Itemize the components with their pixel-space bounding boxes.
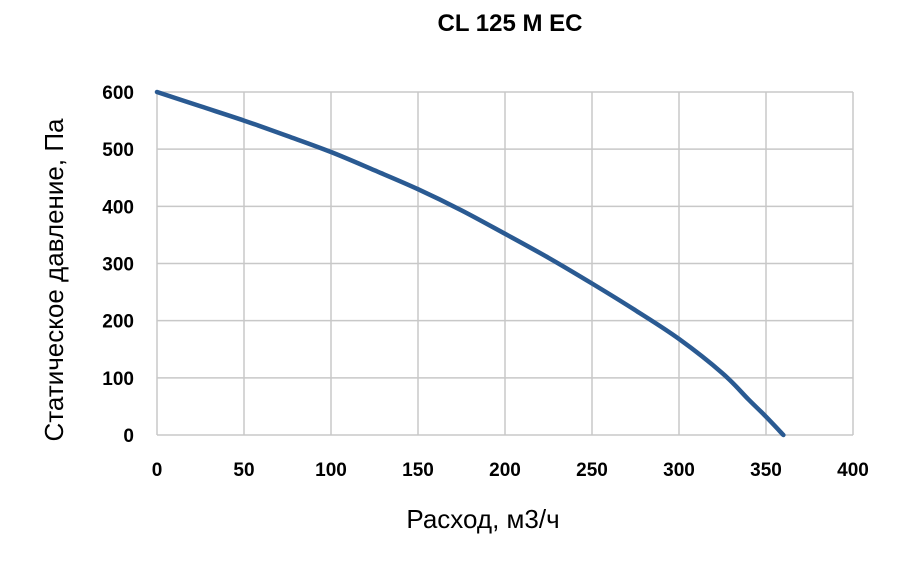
x-axis-title: Расход, м3/ч <box>406 504 559 534</box>
y-tick-label: 0 <box>123 426 134 447</box>
y-tick-label: 200 <box>102 312 134 333</box>
x-tick-label: 100 <box>315 460 347 481</box>
y-tick-label: 400 <box>102 197 134 218</box>
series-line <box>154 89 786 438</box>
x-tick-label: 350 <box>750 460 782 481</box>
y-tick-label: 300 <box>102 255 134 276</box>
x-tick-labels: 0 50 100 150 200 250 300 350 400 <box>152 460 869 481</box>
grid <box>156 91 854 436</box>
x-tick-label: 250 <box>576 460 608 481</box>
x-tick-label: 300 <box>663 460 695 481</box>
y-axis-title: Статическое давление, Па <box>39 118 69 441</box>
chart-title: CL 125 M EC <box>438 10 583 37</box>
y-tick-label: 100 <box>102 369 134 390</box>
x-tick-label: 0 <box>152 460 163 481</box>
x-tick-label: 200 <box>489 460 521 481</box>
series-layer <box>154 89 786 438</box>
x-tick-label: 400 <box>837 460 869 481</box>
x-tick-label: 50 <box>233 460 254 481</box>
y-tick-labels: 0 100 200 300 400 500 600 <box>102 83 134 447</box>
x-tick-label: 150 <box>402 460 434 481</box>
y-tick-label: 500 <box>102 140 134 161</box>
y-tick-label: 600 <box>102 83 134 104</box>
